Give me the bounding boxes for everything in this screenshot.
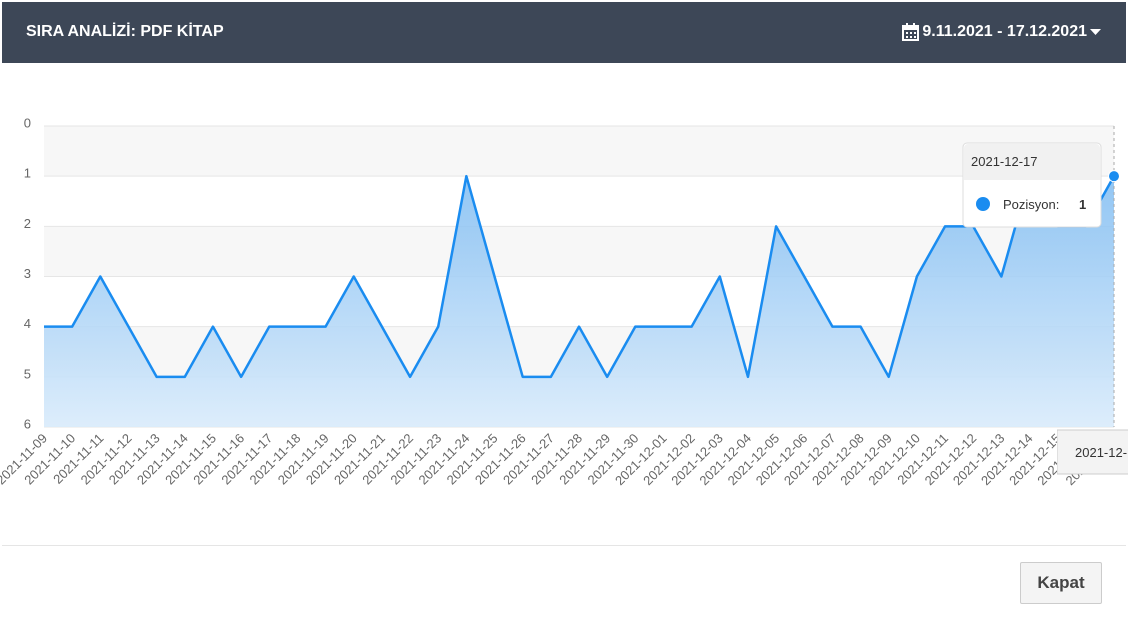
hover-point xyxy=(1108,170,1120,183)
y-tick-label: 1 xyxy=(24,166,31,181)
y-tick-label: 6 xyxy=(24,416,31,431)
tooltip-title: 2021-12-17 xyxy=(971,154,1038,169)
modal-header: SIRA ANALİZİ: PDF KİTAP 9.11.2021 - 17.1… xyxy=(2,2,1126,63)
tooltip-head xyxy=(964,144,1100,180)
crosshair-label: 2021-12-17 xyxy=(1057,429,1128,475)
y-tick-label: 0 xyxy=(24,115,31,130)
date-range: 9.11.2021 - 17.12.2021 xyxy=(922,23,1087,40)
tooltip-value: 1 xyxy=(1079,197,1086,212)
tooltip-marker xyxy=(976,197,990,211)
y-tick-label: 5 xyxy=(24,366,31,381)
crosshair-box xyxy=(1057,429,1128,475)
tooltip-label: Pozisyon: xyxy=(1003,197,1059,212)
y-tick-label: 4 xyxy=(24,316,31,331)
y-tick-label: 2 xyxy=(24,216,31,231)
modal-footer xyxy=(2,545,1126,546)
modal-title: SIRA ANALİZİ: PDF KİTAP xyxy=(26,23,224,40)
calendar-icon xyxy=(902,23,920,41)
close-button[interactable]: Kapat xyxy=(1020,562,1102,604)
plot-band xyxy=(44,126,1114,177)
crosshair-text: 2021-12-17 xyxy=(1075,445,1128,460)
y-tick-label: 3 xyxy=(24,266,31,281)
tooltip: 2021-12-17 Pozisyon: 1 xyxy=(962,142,1102,228)
date-picker[interactable]: 9.11.2021 - 17.12.2021 xyxy=(902,23,1102,41)
area xyxy=(44,176,1114,427)
caret-icon xyxy=(1090,29,1101,35)
line xyxy=(44,174,1116,379)
